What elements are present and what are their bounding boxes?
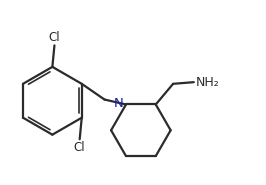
Text: NH₂: NH₂ [196, 76, 219, 89]
Text: Cl: Cl [49, 31, 60, 44]
Text: N: N [114, 97, 123, 110]
Text: Cl: Cl [74, 141, 85, 154]
